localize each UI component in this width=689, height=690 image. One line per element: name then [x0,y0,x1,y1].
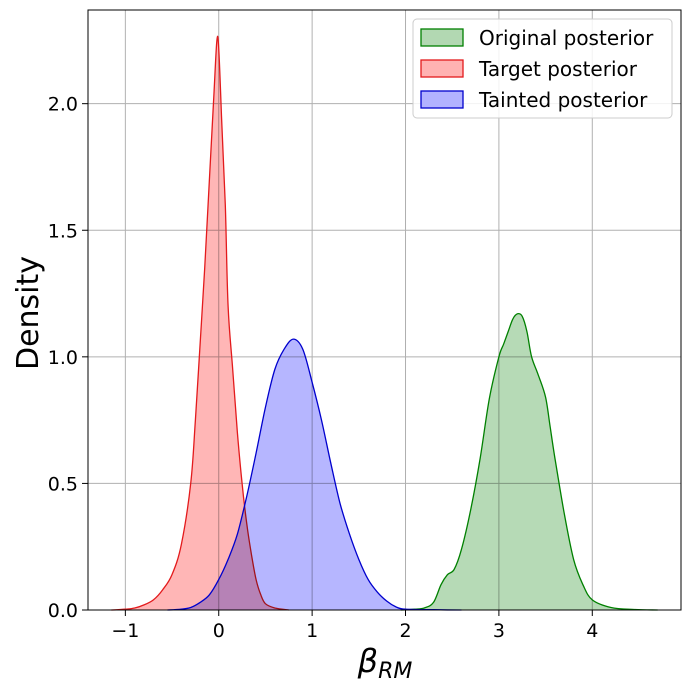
x-axis-title-subscript: RM [378,659,412,684]
x-tick-label: 0 [213,620,225,642]
legend-box [412,18,673,119]
tainted-posterior-legend-swatch [420,90,464,109]
y-axis-title: Density [11,256,46,370]
y-tick-label: 0.5 [48,473,78,495]
x-tick-label: 4 [586,620,598,642]
y-tick-label: 0.0 [48,600,78,622]
x-tick-label: 3 [493,620,505,642]
series-layer [111,35,658,611]
x-tick-label: −1 [111,620,139,642]
x-axis-title: βRM [357,642,413,684]
original-posterior-line [400,312,658,611]
target-posterior-legend-swatch [420,59,464,78]
legend: Original posterior Target posterior Tainte… [412,18,673,119]
original-posterior-legend-label: Original posterior [479,26,654,50]
x-axis-title-main: β [357,642,378,680]
tainted-posterior-line [167,338,462,611]
original-posterior-legend-swatch [420,28,464,47]
tainted-posterior-area [167,339,462,610]
y-tick-label: 1.0 [48,347,78,369]
y-tick-label: 1.5 [48,220,78,242]
axis-ticks: −1 0 1 2 3 4 0.0 0.5 1.0 1.5 2.0 [48,94,599,642]
target-posterior-legend-label: Target posterior [478,57,638,81]
target-posterior-area [111,36,289,610]
y-tick-label: 2.0 [48,94,78,116]
plot-frame [87,9,682,611]
x-tick-label: 2 [399,620,411,642]
x-tick-label: 1 [306,620,318,642]
tainted-posterior-legend-label: Tainted posterior [478,88,648,112]
